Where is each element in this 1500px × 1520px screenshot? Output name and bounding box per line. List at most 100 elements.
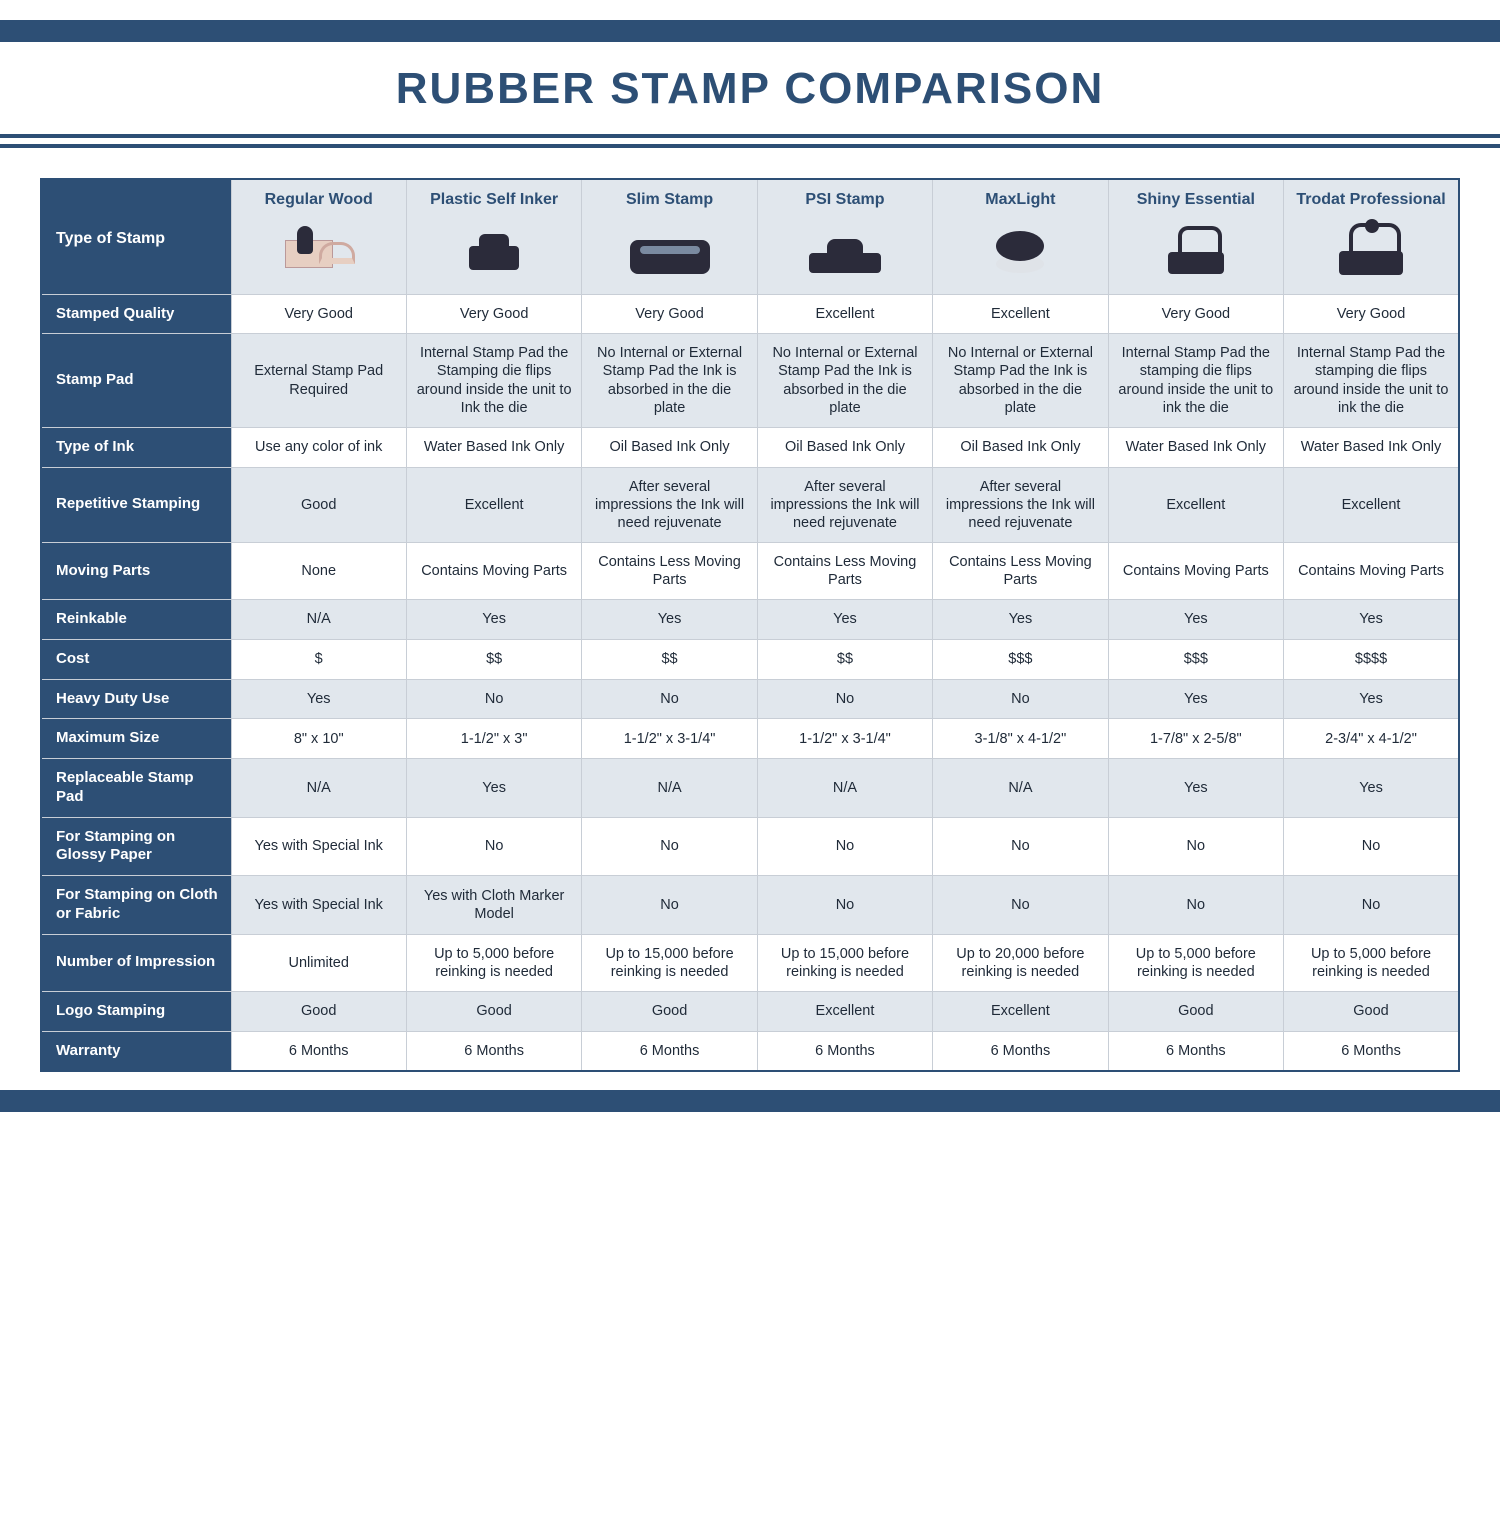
table-row: Warranty6 Months6 Months6 Months6 Months…: [41, 1031, 1459, 1071]
cell: 6 Months: [1284, 1031, 1459, 1071]
table-row: For Stamping on Cloth or FabricYes with …: [41, 876, 1459, 935]
col-header: Shiny Essential: [1108, 179, 1283, 216]
table-row: For Stamping on Glossy PaperYes with Spe…: [41, 817, 1459, 876]
cell: Internal Stamp Pad the stamping die flip…: [1284, 334, 1459, 428]
cell: 8" x 10": [231, 719, 406, 759]
cell: Use any color of ink: [231, 427, 406, 467]
page: RUBBER STAMP COMPARISON Type of StampReg…: [0, 20, 1500, 1132]
table-row: Cost$$$$$$$$$$$$$$$$$: [41, 639, 1459, 679]
col-header: PSI Stamp: [757, 179, 932, 216]
cell: Water Based Ink Only: [406, 427, 581, 467]
cell: Contains Moving Parts: [406, 542, 581, 599]
cell: Up to 5,000 before reinking is needed: [406, 934, 581, 991]
cell: No Internal or External Stamp Pad the In…: [582, 334, 757, 428]
col-header: Plastic Self Inker: [406, 179, 581, 216]
shiny-icon: [1162, 222, 1230, 276]
cell: Yes: [1284, 759, 1459, 818]
cell: Contains Less Moving Parts: [933, 542, 1108, 599]
table-row: Number of ImpressionUnlimitedUp to 5,000…: [41, 934, 1459, 991]
cell: Good: [1108, 991, 1283, 1031]
title-band: RUBBER STAMP COMPARISON: [0, 20, 1500, 138]
cell: Up to 15,000 before reinking is needed: [582, 934, 757, 991]
cell: Excellent: [1108, 467, 1283, 542]
cell: $$: [406, 639, 581, 679]
cell: $$: [757, 639, 932, 679]
cell: No: [406, 679, 581, 719]
cell: Excellent: [933, 991, 1108, 1031]
row-label: Number of Impression: [41, 934, 231, 991]
cell: Water Based Ink Only: [1108, 427, 1283, 467]
row-label: Type of Ink: [41, 427, 231, 467]
cell: Yes: [406, 600, 581, 640]
cell: Water Based Ink Only: [1284, 427, 1459, 467]
cell: Yes: [757, 600, 932, 640]
cell: None: [231, 542, 406, 599]
cell: Oil Based Ink Only: [757, 427, 932, 467]
stamp-icon-shiny: [1108, 216, 1283, 294]
row-label: Heavy Duty Use: [41, 679, 231, 719]
cell: Internal Stamp Pad the stamping die flip…: [1108, 334, 1283, 428]
cell: No: [933, 817, 1108, 876]
cell: $$: [582, 639, 757, 679]
stamp-icon-wood: [231, 216, 406, 294]
cell: No: [582, 817, 757, 876]
cell: No: [1284, 817, 1459, 876]
cell: Yes: [1108, 679, 1283, 719]
cell: Yes: [406, 759, 581, 818]
table-row: Heavy Duty UseYesNoNoNoNoYesYes: [41, 679, 1459, 719]
stamp-icon-trodat: [1284, 216, 1459, 294]
cell: Excellent: [933, 294, 1108, 334]
cell: Excellent: [757, 991, 932, 1031]
cell: N/A: [582, 759, 757, 818]
cell: Yes: [1108, 600, 1283, 640]
cell: Good: [406, 991, 581, 1031]
cell: $$$: [933, 639, 1108, 679]
maxlight-icon: [990, 223, 1050, 275]
cell: Very Good: [1284, 294, 1459, 334]
row-label: Logo Stamping: [41, 991, 231, 1031]
cell: Oil Based Ink Only: [933, 427, 1108, 467]
cell: Contains Moving Parts: [1284, 542, 1459, 599]
cell: No: [582, 876, 757, 935]
cell: 6 Months: [406, 1031, 581, 1071]
row-label: Replaceable Stamp Pad: [41, 759, 231, 818]
cell: No Internal or External Stamp Pad the In…: [933, 334, 1108, 428]
page-title: RUBBER STAMP COMPARISON: [0, 64, 1500, 114]
table-row: Type of InkUse any color of inkWater Bas…: [41, 427, 1459, 467]
table-row: Stamped QualityVery GoodVery GoodVery Go…: [41, 294, 1459, 334]
cell: 6 Months: [231, 1031, 406, 1071]
table-row: Repetitive StampingGoodExcellentAfter se…: [41, 467, 1459, 542]
cell: Excellent: [757, 294, 932, 334]
cell: Yes: [1108, 759, 1283, 818]
cell: Very Good: [1108, 294, 1283, 334]
cell: After several impressions the Ink will n…: [757, 467, 932, 542]
cell: No: [757, 817, 932, 876]
cell: 6 Months: [757, 1031, 932, 1071]
cell: Very Good: [582, 294, 757, 334]
cell: Contains Moving Parts: [1108, 542, 1283, 599]
cell: No: [757, 876, 932, 935]
cell: 6 Months: [582, 1031, 757, 1071]
footer-band: [0, 1090, 1500, 1112]
cell: No: [1108, 876, 1283, 935]
cell: Up to 5,000 before reinking is needed: [1108, 934, 1283, 991]
cell: Good: [231, 991, 406, 1031]
table-body: Stamped QualityVery GoodVery GoodVery Go…: [41, 294, 1459, 1071]
col-header: Regular Wood: [231, 179, 406, 216]
cell: Contains Less Moving Parts: [757, 542, 932, 599]
row-label: Stamped Quality: [41, 294, 231, 334]
table-row: Maximum Size8" x 10"1-1/2" x 3"1-1/2" x …: [41, 719, 1459, 759]
row-label: Stamp Pad: [41, 334, 231, 428]
cell: Unlimited: [231, 934, 406, 991]
cell: N/A: [933, 759, 1108, 818]
cell: Oil Based Ink Only: [582, 427, 757, 467]
cell: 6 Months: [933, 1031, 1108, 1071]
row-label: For Stamping on Cloth or Fabric: [41, 876, 231, 935]
cell: Good: [582, 991, 757, 1031]
cell: Contains Less Moving Parts: [582, 542, 757, 599]
cell: No Internal or External Stamp Pad the In…: [757, 334, 932, 428]
cell: N/A: [231, 759, 406, 818]
cell: No: [1108, 817, 1283, 876]
cell: Yes: [231, 679, 406, 719]
stamp-icon-slim: [582, 216, 757, 294]
